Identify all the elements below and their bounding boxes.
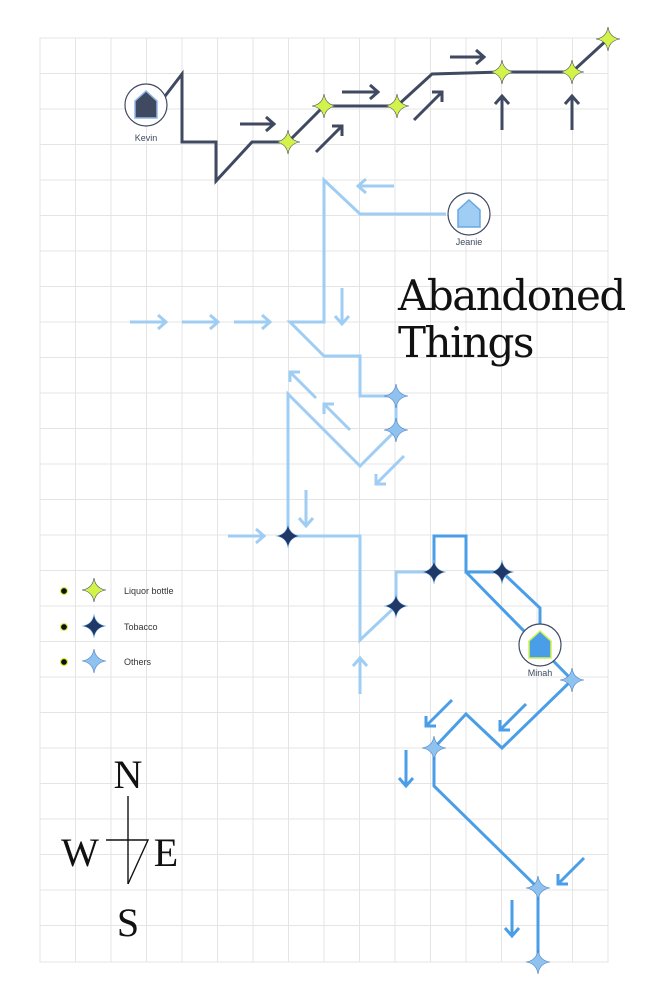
arrow-southwest-icon bbox=[498, 702, 528, 732]
minah-label: Minah bbox=[528, 668, 553, 678]
tobacco-star-icon bbox=[422, 560, 446, 584]
arrow-northeast-icon bbox=[314, 124, 344, 154]
others-star-icon bbox=[82, 649, 106, 673]
arrow-east-icon bbox=[130, 313, 169, 331]
tobacco-star-icon bbox=[82, 614, 106, 638]
found-items bbox=[276, 27, 620, 974]
liquor-bottle-star-icon bbox=[82, 578, 106, 602]
legend-label: Tobacco bbox=[124, 622, 158, 632]
title-line-2: Things bbox=[398, 318, 533, 367]
minah-route-line-b bbox=[432, 570, 575, 962]
others-star-icon bbox=[384, 384, 408, 408]
compass-east: E bbox=[154, 830, 178, 875]
arrow-south-icon bbox=[297, 490, 315, 529]
arrow-southwest-icon bbox=[424, 698, 454, 728]
minah-route bbox=[432, 534, 575, 962]
legend: Liquor bottle Tobacco Others bbox=[59, 578, 174, 673]
legend-label: Others bbox=[124, 657, 152, 667]
compass-rose: N W E S bbox=[61, 752, 178, 945]
jeanie-home-marker: Jeanie bbox=[447, 192, 491, 247]
legend-label: Liquor bottle bbox=[124, 586, 174, 596]
arrow-northwest-icon bbox=[322, 402, 352, 432]
arrow-south-icon bbox=[503, 900, 521, 939]
arrow-northwest-icon bbox=[288, 370, 318, 400]
jeanie-route bbox=[286, 176, 446, 644]
kevin-label: Kevin bbox=[135, 133, 158, 143]
arrow-southwest-icon bbox=[374, 454, 406, 486]
legend-item-tobacco: Tobacco bbox=[59, 614, 158, 638]
minah-route-line-a bbox=[432, 534, 542, 640]
compass-north: N bbox=[114, 752, 143, 797]
legend-bullet-icon bbox=[59, 657, 69, 667]
legend-bullet-icon bbox=[59, 586, 69, 596]
arrow-south-icon bbox=[333, 288, 351, 327]
tobacco-star-icon bbox=[276, 524, 300, 548]
liquor-bottle-star-icon bbox=[490, 60, 514, 84]
kevin-route bbox=[157, 37, 610, 185]
arrow-south-icon bbox=[397, 750, 415, 789]
arrow-southwest-icon bbox=[556, 856, 586, 886]
house-icon bbox=[457, 198, 481, 228]
arrow-east-icon bbox=[182, 313, 221, 331]
arrow-west-icon bbox=[355, 177, 394, 195]
arrow-north-icon bbox=[493, 93, 511, 130]
map-title: Abandoned Things bbox=[397, 271, 627, 367]
compass-south: S bbox=[117, 900, 139, 945]
kevin-arrows bbox=[240, 48, 581, 154]
jeanie-route-line bbox=[286, 176, 446, 644]
arrow-northeast-icon bbox=[412, 90, 444, 122]
title-line-1: Abandoned bbox=[397, 271, 625, 320]
compass-needle-icon bbox=[106, 796, 150, 885]
legend-item-others: Others bbox=[59, 649, 152, 673]
arrow-east-icon bbox=[450, 48, 487, 66]
jeanie-arrows bbox=[130, 177, 406, 694]
compass-west: W bbox=[61, 830, 99, 875]
minah-home-marker: Minah bbox=[518, 623, 562, 678]
legend-bullet-icon bbox=[59, 622, 69, 632]
house-icon bbox=[134, 89, 158, 119]
arrow-east-icon bbox=[228, 527, 267, 545]
legend-item-liquor-bottle: Liquor bottle bbox=[59, 578, 174, 602]
house-icon bbox=[528, 629, 552, 659]
kevin-home-marker: Kevin bbox=[124, 83, 168, 143]
arrow-east-icon bbox=[234, 313, 273, 331]
arrow-east-icon bbox=[240, 115, 277, 133]
map-grid bbox=[39, 37, 609, 963]
arrow-east-icon bbox=[342, 83, 381, 101]
kevin-route-line bbox=[157, 37, 610, 185]
jeanie-label: Jeanie bbox=[456, 237, 483, 247]
arrow-north-icon bbox=[563, 93, 581, 130]
others-star-icon bbox=[526, 950, 550, 974]
minah-arrows bbox=[397, 698, 586, 939]
arrow-north-icon bbox=[351, 655, 369, 694]
